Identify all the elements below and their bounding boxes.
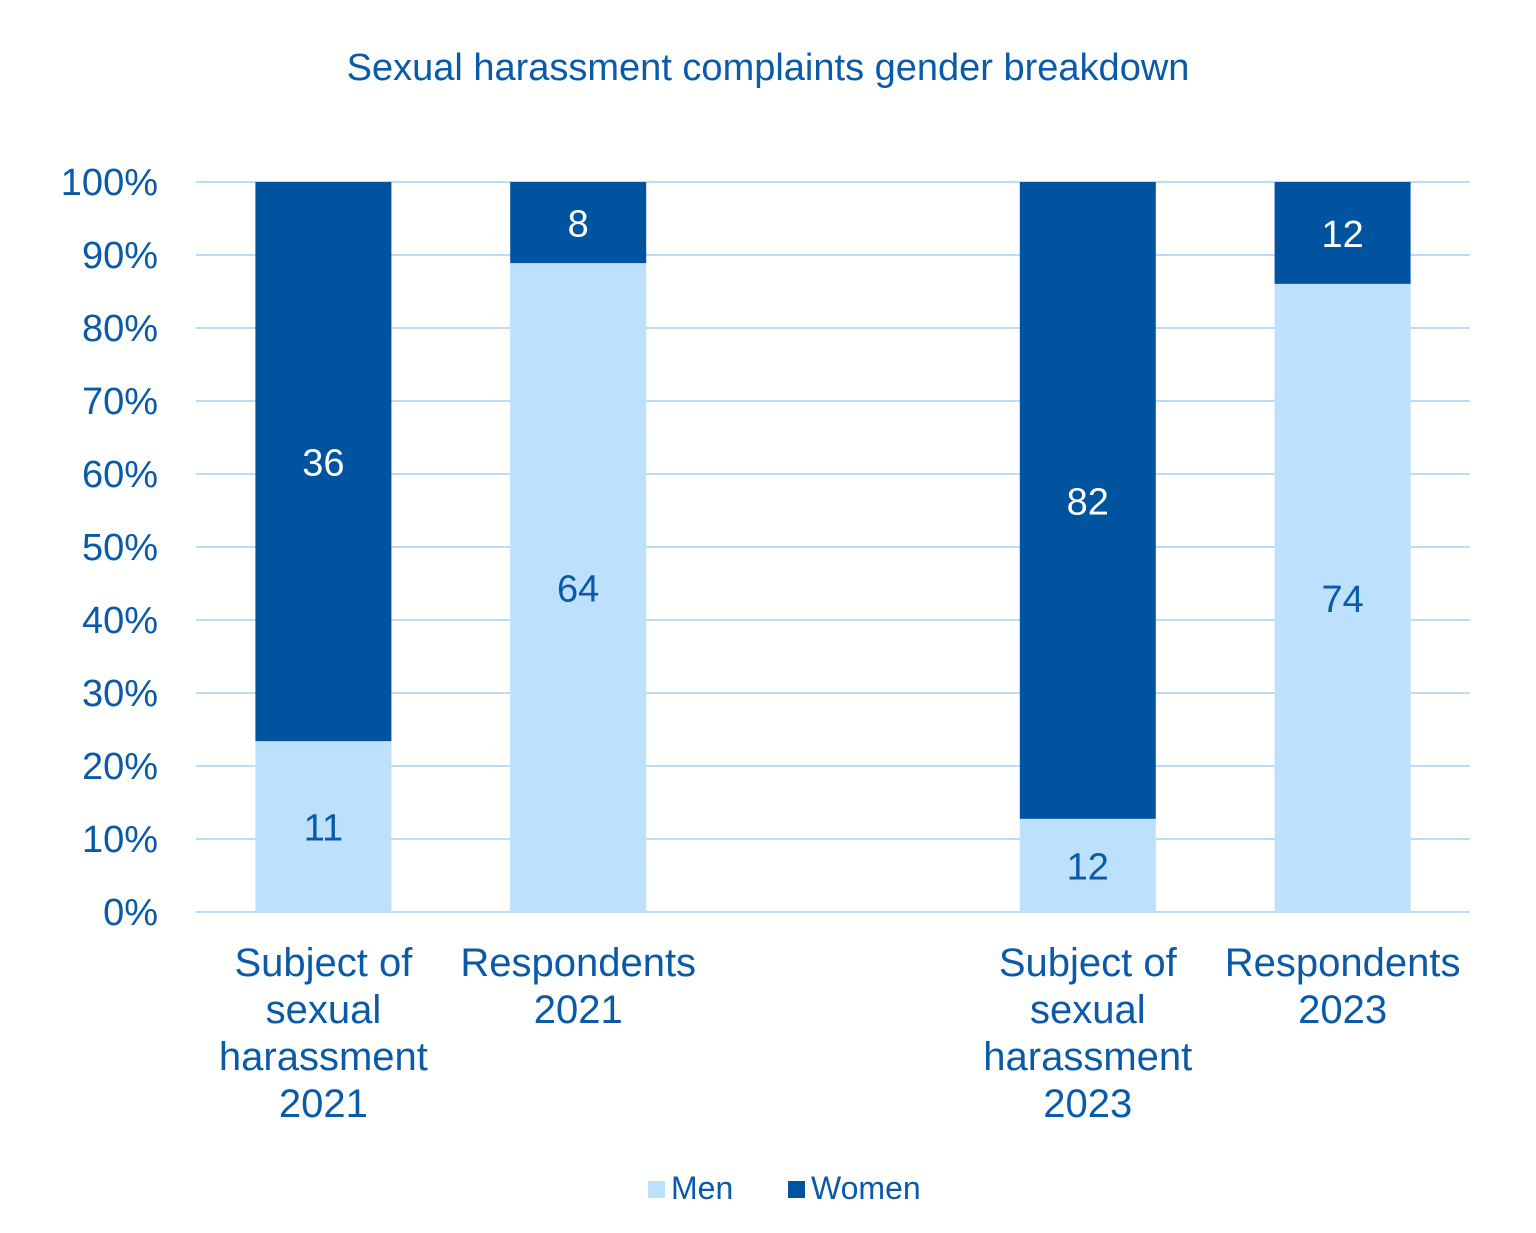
y-tick-label: 60%	[82, 454, 158, 496]
x-category-label: Respondents 2021	[460, 941, 696, 1032]
data-label: 64	[557, 569, 599, 611]
category-labels: Subject of sexual harassment 2021 Respondent…	[219, 941, 1461, 1126]
x-category-label: Subject of sexual harassment 2023	[983, 941, 1192, 1126]
chart-title: Sexual harassment complaints gender brea…	[347, 47, 1190, 89]
bar-segment-men	[510, 263, 647, 913]
y-tick-label: 10%	[82, 819, 158, 861]
y-tick-label: 40%	[82, 600, 158, 642]
bar-segment-women	[1019, 182, 1156, 819]
y-tick-label: 0%	[103, 892, 158, 934]
y-tick-label: 50%	[82, 527, 158, 569]
legend: Men Women	[648, 1170, 921, 1206]
bar-segment-men	[255, 741, 392, 912]
data-label: 8	[568, 204, 589, 246]
y-tick-label: 20%	[82, 746, 158, 788]
legend-swatch-women	[788, 1181, 805, 1198]
y-tick-label: 100%	[61, 162, 158, 204]
data-label: 74	[1321, 579, 1363, 621]
y-tick-label: 70%	[82, 381, 158, 423]
y-tick-label: 30%	[82, 673, 158, 715]
bars: 11 36 64 8 12 82 74 12	[255, 182, 1411, 913]
bar-segment-women	[510, 182, 647, 264]
bar-segment-women	[1274, 182, 1411, 284]
data-label: 12	[1321, 214, 1363, 256]
data-label: 82	[1067, 481, 1109, 523]
y-axis-ticks: 0% 10% 20% 30% 40% 50% 60% 70% 80% 90% 100%	[61, 162, 158, 934]
data-label: 12	[1067, 846, 1109, 888]
bar-segment-men	[1274, 283, 1411, 912]
bar-segment-women	[255, 182, 392, 742]
legend-label-men: Men	[671, 1170, 733, 1206]
gridlines	[196, 181, 1470, 913]
y-tick-label: 80%	[82, 308, 158, 350]
data-label: 11	[304, 808, 343, 850]
legend-label-women: Women	[811, 1170, 921, 1206]
y-tick-label: 90%	[82, 235, 158, 277]
x-category-label: Subject of sexual harassment 2021	[219, 941, 428, 1126]
data-label: 36	[302, 443, 344, 485]
bar-segment-men	[1019, 818, 1156, 912]
x-category-label: Respondents 2023	[1225, 941, 1461, 1032]
legend-swatch-men	[648, 1181, 665, 1198]
